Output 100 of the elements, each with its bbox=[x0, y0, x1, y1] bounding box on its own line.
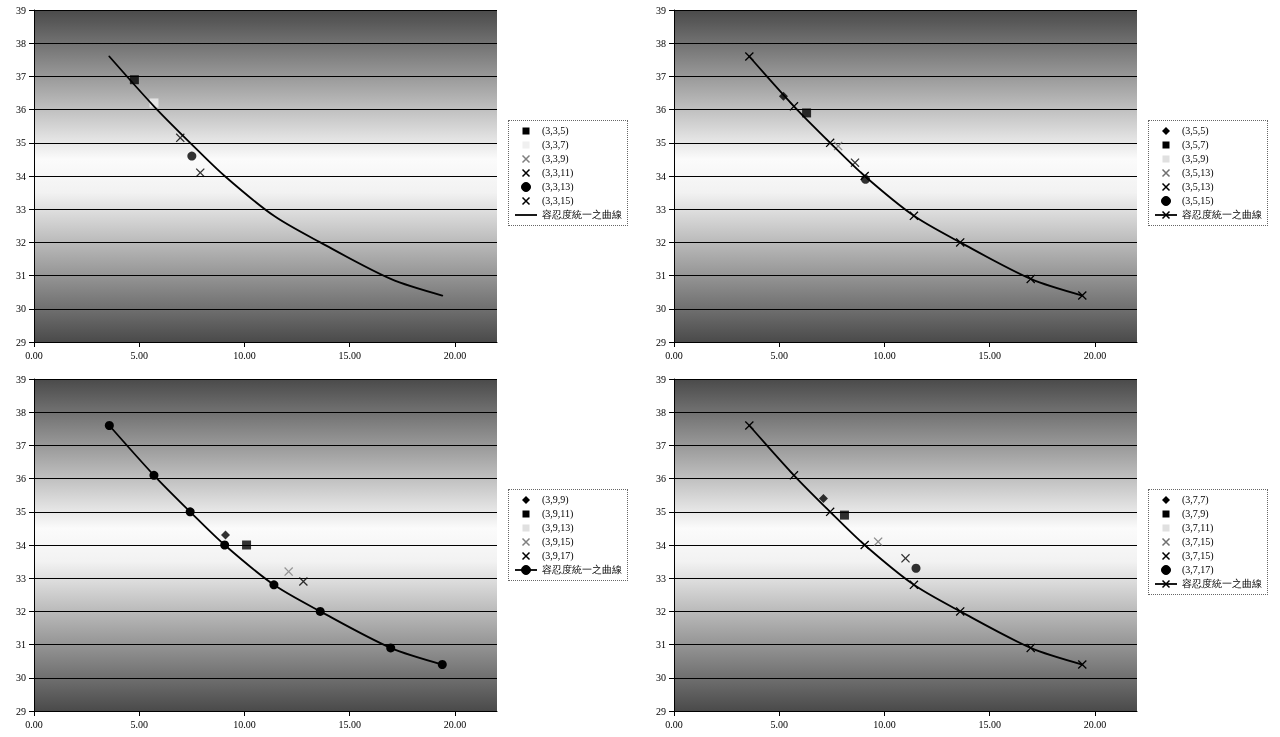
y-tick-label: 31 bbox=[656, 270, 666, 282]
y-tick-label: 36 bbox=[16, 473, 26, 485]
legend-label: (3,5,9) bbox=[1182, 152, 1209, 166]
point bbox=[911, 563, 921, 573]
y-tick-label: 37 bbox=[16, 439, 26, 451]
point bbox=[802, 108, 812, 118]
legend-label: (3,5,7) bbox=[1182, 138, 1209, 152]
y-tick-label: 30 bbox=[656, 672, 666, 684]
x-tick-label: 0.00 bbox=[665, 349, 683, 361]
point bbox=[901, 553, 910, 563]
y-tick-label: 35 bbox=[16, 506, 26, 518]
y-tick-label: 32 bbox=[656, 605, 666, 617]
legend-label: 容忍度統一之曲線 bbox=[542, 208, 622, 222]
point bbox=[1077, 660, 1087, 670]
y-tick-label: 34 bbox=[656, 539, 666, 551]
y-tick-label: 37 bbox=[656, 439, 666, 451]
point bbox=[298, 577, 308, 587]
y-tick-label: 34 bbox=[16, 170, 26, 182]
x-tick-label: 10.00 bbox=[233, 718, 256, 730]
y-tick-label: 39 bbox=[656, 373, 666, 385]
legend-label: (3,3,15) bbox=[542, 194, 574, 208]
y-tick-label: 32 bbox=[656, 236, 666, 248]
x-tick-label: 5.00 bbox=[130, 349, 148, 361]
x-tick-label: 0.00 bbox=[665, 718, 683, 730]
y-tick-label: 32 bbox=[16, 236, 26, 248]
legend-label: (3,7,7) bbox=[1182, 493, 1209, 507]
y-tick-label: 33 bbox=[656, 203, 666, 215]
legend-label: (3,7,17) bbox=[1182, 563, 1214, 577]
legend-label: (3,9,11) bbox=[542, 507, 574, 521]
y-tick-label: 33 bbox=[16, 203, 26, 215]
y-tick-label: 37 bbox=[16, 70, 26, 82]
x-tick-label: 5.00 bbox=[770, 718, 788, 730]
y-tick-label: 39 bbox=[656, 4, 666, 16]
legend-label: (3,3,9) bbox=[542, 152, 569, 166]
x-tick-label: 5.00 bbox=[770, 349, 788, 361]
y-tick-label: 33 bbox=[16, 572, 26, 584]
legend-label: 容忍度統一之曲線 bbox=[1182, 208, 1262, 222]
legend-label: (3,3,11) bbox=[542, 166, 574, 180]
x-tick-label: 10.00 bbox=[873, 349, 896, 361]
x-tick-label: 10.00 bbox=[873, 718, 896, 730]
legend-label: (3,7,11) bbox=[1182, 521, 1214, 535]
x-tick-label: 0.00 bbox=[25, 349, 43, 361]
point bbox=[850, 158, 860, 168]
y-tick-label: 34 bbox=[16, 539, 26, 551]
y-tick-label: 32 bbox=[16, 605, 26, 617]
x-tick-label: 15.00 bbox=[978, 718, 1001, 730]
y-tick-label: 39 bbox=[16, 4, 26, 16]
point bbox=[873, 537, 883, 547]
x-tick-label: 15.00 bbox=[338, 349, 361, 361]
legend-label: (3,5,5) bbox=[1182, 124, 1209, 138]
point bbox=[386, 643, 396, 653]
y-tick-label: 29 bbox=[656, 705, 666, 717]
point bbox=[315, 606, 325, 616]
point bbox=[1026, 643, 1036, 653]
y-tick-label: 38 bbox=[16, 37, 26, 49]
y-tick-label: 33 bbox=[656, 572, 666, 584]
y-tick-label: 34 bbox=[656, 170, 666, 182]
point bbox=[269, 580, 279, 590]
legend-label: (3,5,15) bbox=[1182, 194, 1214, 208]
point bbox=[242, 540, 252, 550]
point bbox=[860, 540, 870, 550]
legend-label: (3,7,9) bbox=[1182, 507, 1209, 521]
x-tick-label: 5.00 bbox=[130, 718, 148, 730]
point bbox=[744, 420, 754, 430]
point bbox=[220, 540, 230, 550]
point bbox=[839, 510, 849, 520]
point bbox=[955, 237, 965, 247]
y-tick-label: 30 bbox=[16, 672, 26, 684]
legend-label: (3,7,15) bbox=[1182, 535, 1214, 549]
y-tick-label: 31 bbox=[16, 639, 26, 651]
x-tick-label: 10.00 bbox=[233, 349, 256, 361]
x-tick-label: 15.00 bbox=[978, 349, 1001, 361]
y-tick-label: 31 bbox=[656, 639, 666, 651]
x-tick-label: 15.00 bbox=[338, 718, 361, 730]
legend-label: (3,5,13) bbox=[1182, 180, 1214, 194]
point bbox=[955, 606, 965, 616]
y-tick-label: 39 bbox=[16, 373, 26, 385]
y-tick-label: 35 bbox=[656, 506, 666, 518]
point bbox=[185, 507, 195, 517]
y-tick-label: 29 bbox=[16, 705, 26, 717]
y-tick-label: 36 bbox=[16, 104, 26, 116]
y-tick-label: 30 bbox=[656, 303, 666, 315]
legend-label: (3,9,9) bbox=[542, 493, 569, 507]
y-tick-label: 35 bbox=[656, 137, 666, 149]
point bbox=[1077, 291, 1087, 301]
legend-label: 容忍度統一之曲線 bbox=[542, 563, 622, 577]
legend-label: 容忍度統一之曲線 bbox=[1182, 577, 1262, 591]
y-tick-label: 30 bbox=[16, 303, 26, 315]
y-tick-label: 36 bbox=[656, 473, 666, 485]
x-tick-label: 20.00 bbox=[443, 718, 467, 730]
legend-label: (3,9,15) bbox=[542, 535, 574, 549]
legend-label: (3,3,7) bbox=[542, 138, 569, 152]
legend-label: (3,9,13) bbox=[542, 521, 574, 535]
legend-label: (3,3,13) bbox=[542, 180, 574, 194]
x-tick-label: 20.00 bbox=[443, 349, 467, 361]
y-tick-label: 31 bbox=[16, 270, 26, 282]
legend-label: (3,3,5) bbox=[542, 124, 569, 138]
y-tick-label: 29 bbox=[16, 336, 26, 348]
point bbox=[187, 151, 197, 161]
y-tick-label: 29 bbox=[656, 336, 666, 348]
